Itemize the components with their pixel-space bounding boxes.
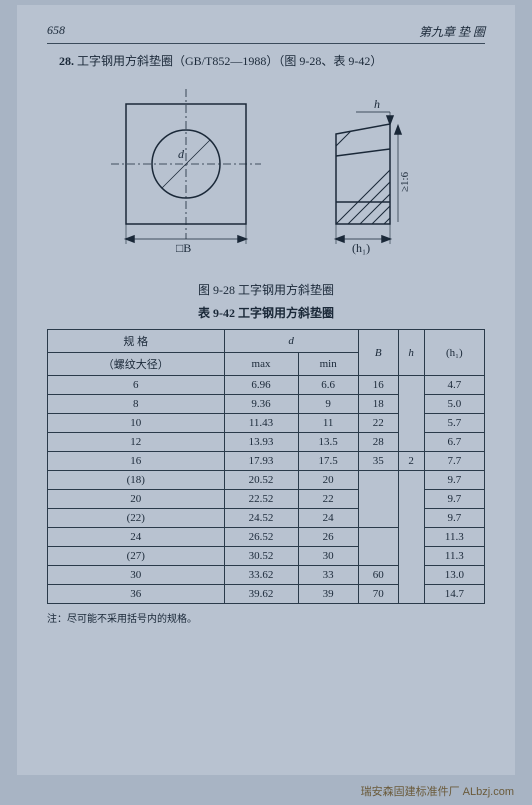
cell-h1: 4.7 [424, 376, 484, 395]
cell-h1: 14.7 [424, 585, 484, 604]
section-title: 28. 工字钢用方斜垫圈（GB/T852—1988）（图 9-28、表 9-42… [59, 52, 485, 69]
cell-h [398, 471, 424, 604]
diagram-front-view: d □B [96, 84, 276, 264]
table-row: (18)20.5220 9.7 [48, 471, 485, 490]
cell-dmin: 39 [298, 585, 358, 604]
cell-B: 28 [358, 433, 398, 452]
cell-B: 22 [358, 414, 398, 433]
cell-dmax: 24.52 [224, 509, 298, 528]
th-spec: 规 格 [48, 330, 225, 353]
label-h1: (h₁) [352, 241, 370, 255]
th-dmax: max [224, 353, 298, 376]
figure-caption: 图 9-28 工字钢用方斜垫圈 [47, 281, 485, 298]
th-h-text: h [408, 347, 414, 359]
cell-h [398, 376, 424, 452]
cell-dmin: 6.6 [298, 376, 358, 395]
cell-dmax: 26.52 [224, 528, 298, 547]
label-h: h [374, 97, 380, 111]
cell-spec: 36 [48, 585, 225, 604]
cell-h1: 6.7 [424, 433, 484, 452]
cell-dmax: 13.93 [224, 433, 298, 452]
cell-h1: 9.7 [424, 471, 484, 490]
cell-dmax: 9.36 [224, 395, 298, 414]
cell-dmin: 22 [298, 490, 358, 509]
cell-B: 16 [358, 376, 398, 395]
cell-spec: 24 [48, 528, 225, 547]
cell-dmin: 11 [298, 414, 358, 433]
table-row: 1617.9317.53527.7 [48, 452, 485, 471]
label-B: □B [176, 241, 191, 255]
th-d-text: d [288, 335, 294, 347]
cell-dmax: 22.52 [224, 490, 298, 509]
cell-dmin: 13.5 [298, 433, 358, 452]
cell-h1: 11.3 [424, 547, 484, 566]
cell-dmin: 26 [298, 528, 358, 547]
cell-h1: 11.3 [424, 528, 484, 547]
table-body: 66.966.6164.789.369185.01011.4311225.712… [48, 376, 485, 604]
table-caption: 表 9-42 工字钢用方斜垫圈 [47, 304, 485, 321]
section-text: 工字钢用方斜垫圈（GB/T852—1988）（图 9-28、表 9-42） [77, 54, 382, 68]
cell-dmax: 6.96 [224, 376, 298, 395]
cell-B [358, 471, 398, 528]
cell-h1: 7.7 [424, 452, 484, 471]
cell-spec: 10 [48, 414, 225, 433]
table-row: 66.966.616 4.7 [48, 376, 485, 395]
cell-h1: 5.7 [424, 414, 484, 433]
page: 658 第九章 垫 圈 28. 工字钢用方斜垫圈（GB/T852—1988）（图… [17, 5, 515, 775]
cell-dmax: 33.62 [224, 566, 298, 585]
cell-dmax: 11.43 [224, 414, 298, 433]
cell-spec: 16 [48, 452, 225, 471]
cell-B: 60 [358, 566, 398, 585]
label-slope: ≥1:6 [399, 171, 411, 192]
label-d: d [178, 147, 185, 161]
footnote: 注：尽可能不采用括号内的规格。 [47, 610, 485, 625]
cell-spec: 30 [48, 566, 225, 585]
cell-h: 2 [398, 452, 424, 471]
cell-B: 70 [358, 585, 398, 604]
cell-spec: (27) [48, 547, 225, 566]
cell-h1: 5.0 [424, 395, 484, 414]
cell-B: 18 [358, 395, 398, 414]
cell-dmax: 39.62 [224, 585, 298, 604]
watermark: 瑞安森固建标准件厂 ALbzj.com [361, 783, 514, 799]
cell-h1: 13.0 [424, 566, 484, 585]
cell-dmin: 9 [298, 395, 358, 414]
th-B-text: B [375, 347, 382, 359]
technical-diagram: d □B [47, 79, 485, 269]
cell-spec: 8 [48, 395, 225, 414]
th-h1: (h₁) [424, 330, 484, 376]
th-B: B [358, 330, 398, 376]
section-number: 28. [59, 54, 74, 68]
spec-table: 规 格 d B h (h₁) （螺纹大径） max min 66.966.616… [47, 329, 485, 604]
cell-dmax: 20.52 [224, 471, 298, 490]
cell-dmin: 17.5 [298, 452, 358, 471]
diagram-side-view: h (h₁) ≥1:6 [316, 84, 436, 264]
cell-dmax: 17.93 [224, 452, 298, 471]
cell-B [358, 528, 398, 566]
cell-spec: (22) [48, 509, 225, 528]
cell-dmin: 30 [298, 547, 358, 566]
chapter-title: 第九章 垫 圈 [419, 23, 485, 40]
cell-spec: (18) [48, 471, 225, 490]
page-number: 658 [47, 23, 65, 40]
th-h: h [398, 330, 424, 376]
cell-spec: 20 [48, 490, 225, 509]
cell-B: 35 [358, 452, 398, 471]
cell-dmin: 33 [298, 566, 358, 585]
cell-dmin: 20 [298, 471, 358, 490]
page-header: 658 第九章 垫 圈 [47, 23, 485, 44]
th-d: d [224, 330, 358, 353]
cell-spec: 6 [48, 376, 225, 395]
cell-h1: 9.7 [424, 509, 484, 528]
th-spec-sub: （螺纹大径） [48, 353, 225, 376]
cell-dmin: 24 [298, 509, 358, 528]
cell-h1: 9.7 [424, 490, 484, 509]
cell-spec: 12 [48, 433, 225, 452]
th-dmin: min [298, 353, 358, 376]
cell-dmax: 30.52 [224, 547, 298, 566]
